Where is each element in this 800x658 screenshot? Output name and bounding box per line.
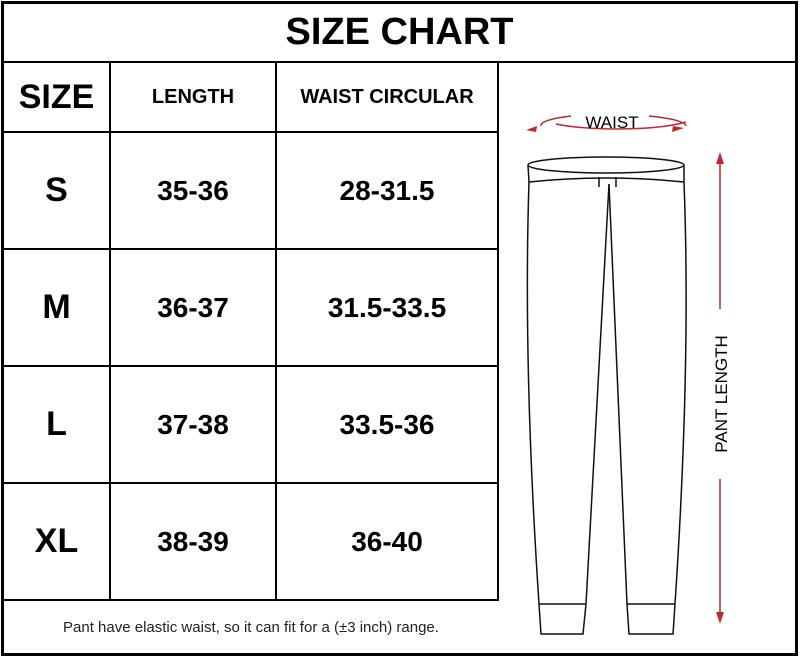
cell-length: 36-37: [111, 250, 277, 367]
cell-waist: 36-40: [277, 484, 499, 601]
footnote: Pant have elastic waist, so it can fit f…: [63, 619, 439, 636]
cell-size: XL: [4, 484, 111, 601]
header-2: WAIST CIRCULAR: [277, 63, 499, 133]
cell-length: 38-39: [111, 484, 277, 601]
cell-size: S: [4, 133, 111, 250]
pant-outline: [526, 156, 687, 635]
header-1: LENGTH: [111, 63, 277, 133]
length-label: PANT LENGTH: [712, 335, 731, 452]
cell-waist: 28-31.5: [277, 133, 499, 250]
cell-length: 37-38: [111, 367, 277, 484]
cell-waist: 33.5-36: [277, 367, 499, 484]
chart-title: SIZE CHART: [4, 4, 795, 63]
cell-size: L: [4, 367, 111, 484]
waist-arrow: [540, 115, 687, 130]
header-0: SIZE: [4, 63, 111, 133]
cell-size: M: [4, 250, 111, 367]
cell-waist: 31.5-33.5: [277, 250, 499, 367]
waist-label: WAIST: [585, 113, 638, 132]
pant-diagram: WAIST PANT LENGTH: [526, 113, 731, 635]
cell-length: 35-36: [111, 133, 277, 250]
